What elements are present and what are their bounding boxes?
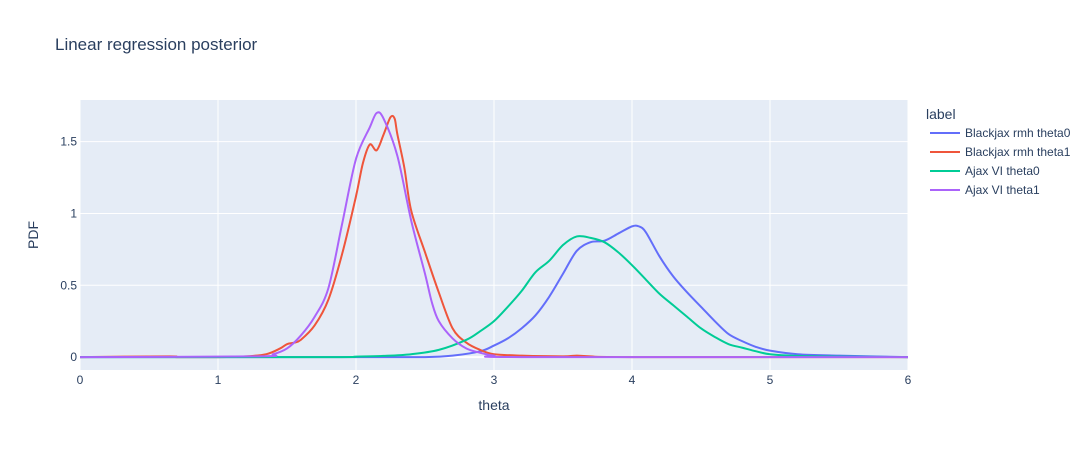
legend-label-ajax-vi-theta0: Ajax VI theta0 [965, 164, 1040, 178]
series-line-blackjax-rmh-theta1 [79, 114, 909, 359]
x-tick-labels: 0 1 2 3 4 5 6 [77, 373, 912, 387]
x-tick-label: 3 [491, 373, 498, 387]
x-tick-label: 6 [905, 373, 912, 387]
chart-title: Linear regression posterior [55, 35, 258, 54]
legend-title: label [926, 106, 956, 122]
x-tick-label: 5 [767, 373, 774, 387]
series-line-blackjax-rmh-theta0 [80, 224, 909, 359]
x-grid [79, 100, 909, 370]
x-tick-label: 4 [629, 373, 636, 387]
series-line-ajax-vi-theta1 [79, 111, 909, 359]
series-line-ajax-vi-theta0 [79, 235, 909, 359]
y-tick-label: 1 [70, 206, 77, 220]
legend-label-ajax-vi-theta1: Ajax VI theta1 [965, 183, 1040, 197]
y-axis-title: PDF [25, 221, 41, 249]
y-tick-label: 0 [70, 350, 77, 364]
x-axis-title: theta [478, 397, 509, 413]
series-layer [79, 111, 909, 359]
x-tick-label: 0 [77, 373, 84, 387]
legend: label Blackjax rmh theta0 Blackjax rmh th… [926, 106, 1071, 197]
y-tick-labels: 0 0.5 1 1.5 [60, 135, 77, 364]
y-tick-label: 1.5 [60, 135, 77, 149]
legend-label-blackjax-rmh-theta1: Blackjax rmh theta1 [965, 145, 1071, 159]
x-tick-label: 2 [353, 373, 360, 387]
x-tick-label: 1 [215, 373, 222, 387]
legend-label-blackjax-rmh-theta0: Blackjax rmh theta0 [965, 126, 1071, 140]
y-tick-label: 0.5 [60, 278, 77, 292]
